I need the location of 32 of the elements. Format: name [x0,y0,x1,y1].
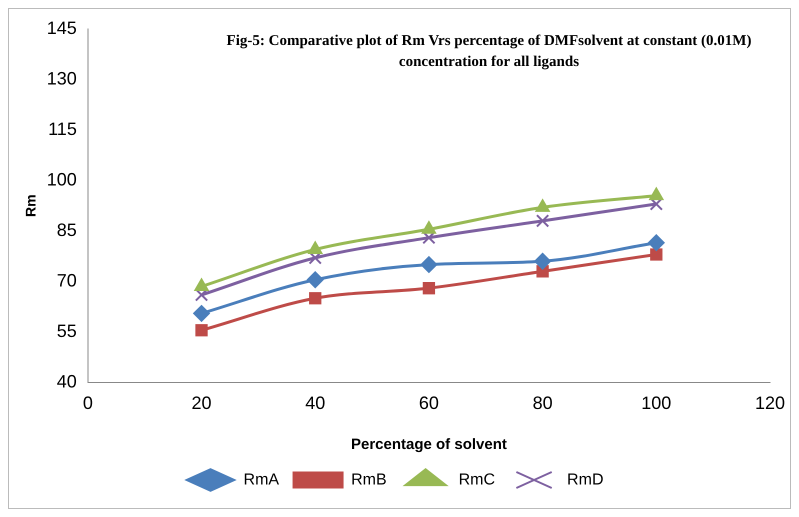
y-tick-label: 40 [56,371,77,392]
x-tick-label: 40 [305,393,326,414]
y-tick-label: 115 [48,118,77,139]
x-tick-label: 20 [192,393,212,414]
x-tick-label: 100 [641,393,672,414]
legend-label: RmB [351,471,387,488]
point [536,214,550,228]
point [309,292,322,304]
point [193,304,210,322]
y-tick-label: 130 [46,68,77,88]
y-tick-label: 85 [56,220,77,240]
legend-label: RmA [244,471,280,488]
x-axis-title: Percentage of solvent [350,436,507,454]
x-tick-label: 80 [532,393,553,414]
x-tick-label: 60 [418,393,439,414]
point [650,248,662,261]
legend-label: RmD [567,471,604,488]
point [648,234,665,252]
point [306,271,324,288]
x-tick-label: 120 [754,393,786,414]
point [534,252,552,270]
point [195,324,208,336]
legend-label: RmC [458,471,496,488]
x-tick-label: 0 [82,393,93,414]
point [422,282,436,294]
text: Fig-5: Comparative plot of Rm Vrs percentage of DMFsolvent at constant (0.01M) concentration for all ligands [226,32,752,72]
y-tick-label: 55 [56,320,77,341]
y-tick-label: 145 [46,18,77,38]
y-tick-label: 70 [56,270,77,290]
point [420,256,438,274]
y-axis-title: Rm [22,194,38,217]
y-tick-label: 100 [46,169,77,190]
